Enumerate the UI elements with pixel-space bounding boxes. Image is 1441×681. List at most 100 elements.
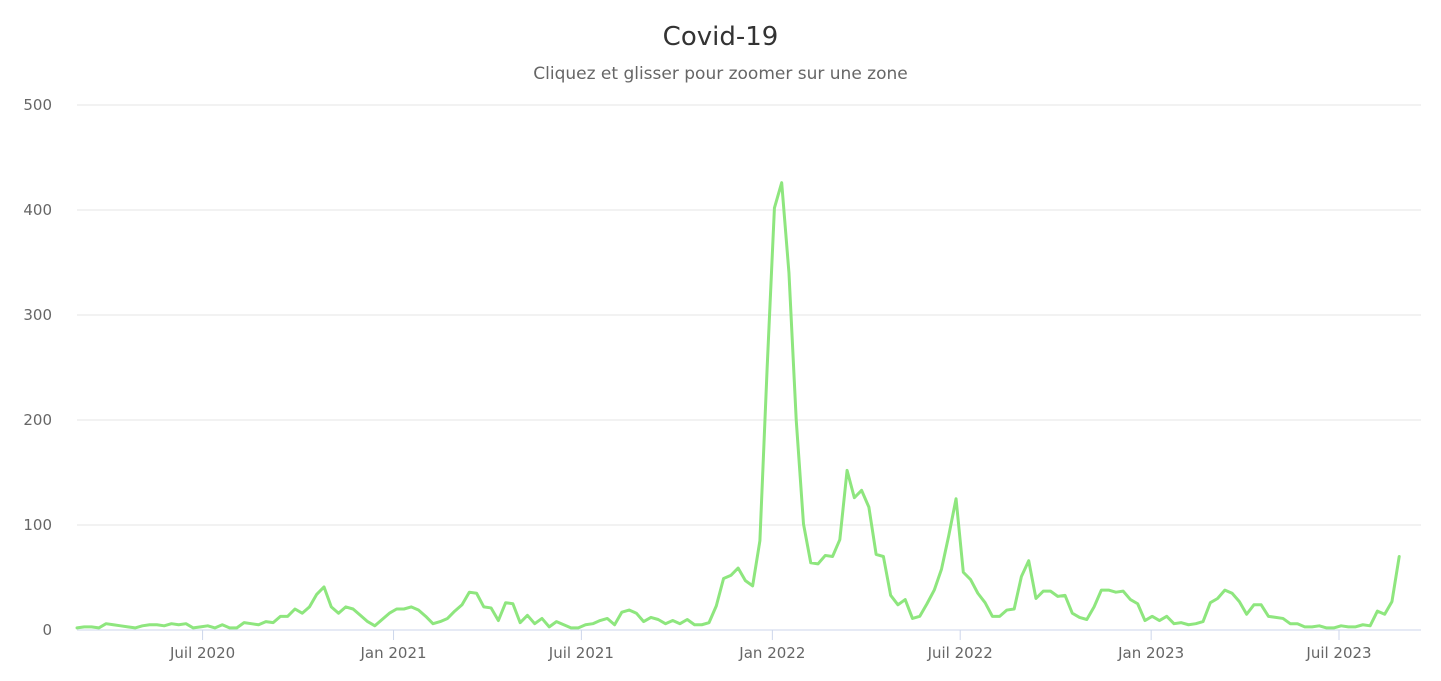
data-point[interactable] — [923, 600, 931, 608]
data-point[interactable] — [342, 603, 350, 611]
data-point[interactable] — [872, 550, 880, 558]
data-point[interactable] — [574, 624, 582, 632]
data-point[interactable] — [661, 620, 669, 628]
data-point[interactable] — [538, 614, 546, 622]
data-point[interactable] — [582, 621, 590, 629]
data-point[interactable] — [1141, 617, 1149, 625]
data-point[interactable] — [80, 623, 88, 631]
data-point[interactable] — [1097, 586, 1105, 594]
data-point[interactable] — [712, 602, 720, 610]
data-point[interactable] — [1112, 588, 1120, 596]
data-point[interactable] — [255, 621, 263, 629]
data-point[interactable] — [298, 609, 306, 617]
data-point[interactable] — [967, 576, 975, 584]
data-point[interactable] — [756, 537, 764, 545]
data-point[interactable] — [1090, 603, 1098, 611]
data-point[interactable] — [807, 559, 815, 567]
data-point[interactable] — [785, 269, 793, 277]
data-point[interactable] — [102, 620, 110, 628]
data-point[interactable] — [901, 596, 909, 604]
data-point[interactable] — [305, 603, 313, 611]
data-point[interactable] — [705, 619, 713, 627]
data-point[interactable] — [393, 605, 401, 613]
data-point[interactable] — [240, 619, 248, 627]
data-point[interactable] — [647, 613, 655, 621]
series-group[interactable] — [73, 179, 1403, 632]
data-point[interactable] — [981, 599, 989, 607]
data-point[interactable] — [1243, 610, 1251, 618]
data-point[interactable] — [160, 622, 168, 630]
data-point[interactable] — [320, 583, 328, 591]
data-point[interactable] — [676, 620, 684, 628]
data-point[interactable] — [611, 621, 619, 629]
data-point[interactable] — [1352, 623, 1360, 631]
data-point[interactable] — [1315, 622, 1323, 630]
data-point[interactable] — [146, 621, 154, 629]
data-point[interactable] — [407, 603, 415, 611]
data-point[interactable] — [1294, 620, 1302, 628]
data-point[interactable] — [262, 618, 270, 626]
data-point[interactable] — [945, 532, 953, 540]
data-point[interactable] — [451, 607, 459, 615]
data-point[interactable] — [1279, 614, 1287, 622]
data-point[interactable] — [516, 619, 524, 627]
data-point[interactable] — [509, 600, 517, 608]
data-point[interactable] — [1235, 598, 1243, 606]
data-point[interactable] — [349, 605, 357, 613]
data-point[interactable] — [1126, 596, 1134, 604]
data-point[interactable] — [204, 622, 212, 630]
data-point[interactable] — [284, 612, 292, 620]
data-point[interactable] — [458, 601, 466, 609]
data-point[interactable] — [552, 618, 560, 626]
data-point[interactable] — [400, 605, 408, 613]
data-point[interactable] — [1032, 595, 1040, 603]
data-point[interactable] — [444, 614, 452, 622]
data-point[interactable] — [749, 582, 757, 590]
data-point[interactable] — [1177, 619, 1185, 627]
data-point[interactable] — [843, 466, 851, 474]
data-point[interactable] — [1068, 609, 1076, 617]
data-point[interactable] — [189, 624, 197, 632]
data-point[interactable] — [908, 614, 916, 622]
data-point[interactable] — [473, 589, 481, 597]
data-point[interactable] — [938, 565, 946, 573]
data-point[interactable] — [465, 588, 473, 596]
data-point[interactable] — [356, 611, 364, 619]
data-point[interactable] — [829, 553, 837, 561]
data-point[interactable] — [1214, 595, 1222, 603]
data-point[interactable] — [378, 616, 386, 624]
series-line[interactable] — [75, 181, 1401, 630]
data-point[interactable] — [1366, 622, 1374, 630]
data-point[interactable] — [734, 564, 742, 572]
data-point[interactable] — [799, 520, 807, 528]
data-point[interactable] — [596, 617, 604, 625]
data-point[interactable] — [916, 612, 924, 620]
data-point[interactable] — [1163, 612, 1171, 620]
data-point[interactable] — [858, 486, 866, 494]
data-point[interactable] — [1083, 616, 1091, 624]
data-point[interactable] — [247, 620, 255, 628]
data-point[interactable] — [952, 495, 960, 503]
data-point[interactable] — [371, 622, 379, 630]
data-point[interactable] — [669, 617, 677, 625]
data-point[interactable] — [589, 620, 597, 628]
data-point[interactable] — [494, 617, 502, 625]
data-point[interactable] — [95, 624, 103, 632]
data-point[interactable] — [879, 553, 887, 561]
data-point[interactable] — [531, 620, 539, 628]
data-point[interactable] — [211, 624, 219, 632]
data-point[interactable] — [364, 618, 372, 626]
data-point[interactable] — [691, 621, 699, 629]
data-point[interactable] — [335, 609, 343, 617]
data-point[interactable] — [1359, 621, 1367, 629]
data-point[interactable] — [1134, 600, 1142, 608]
data-point[interactable] — [1395, 553, 1403, 561]
data-point[interactable] — [1010, 605, 1018, 613]
data-point[interactable] — [1054, 592, 1062, 600]
data-point[interactable] — [720, 575, 728, 583]
data-point[interactable] — [523, 611, 531, 619]
data-point[interactable] — [138, 622, 146, 630]
data-point[interactable] — [778, 179, 786, 187]
data-point[interactable] — [502, 599, 510, 607]
